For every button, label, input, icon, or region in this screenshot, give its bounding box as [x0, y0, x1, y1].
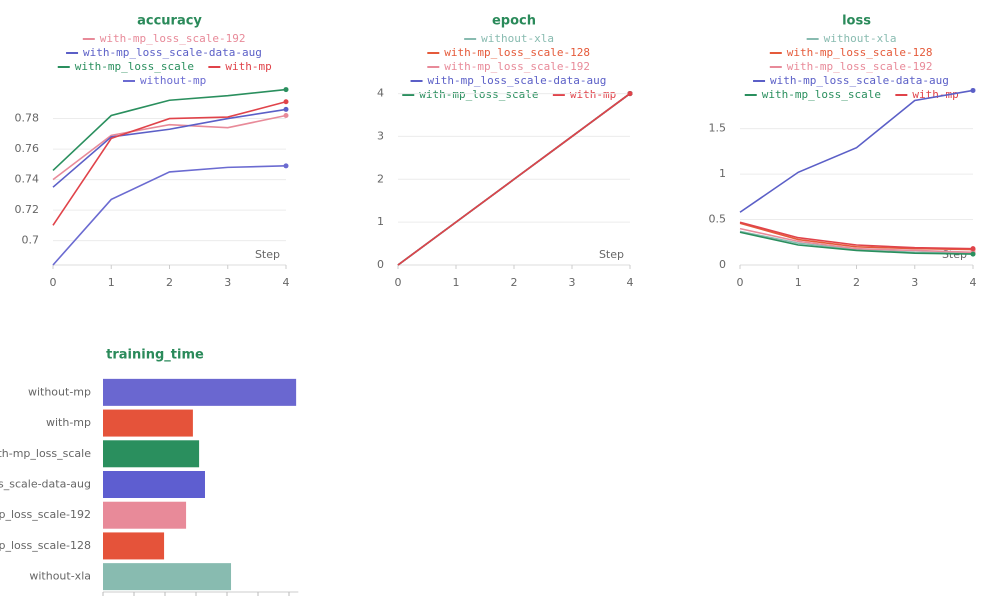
x-tick-label: 2 [511, 276, 518, 289]
y-tick-label: with-mp_loss_scale-128 [0, 539, 91, 552]
legend-label: with-mp_loss_scale-128 [444, 46, 590, 59]
x-tick-label: 1 [108, 276, 115, 289]
legend-label: without-mp [140, 74, 206, 87]
y-tick-label: 0.78 [15, 112, 40, 125]
y-tick-label: 0 [377, 258, 384, 271]
legend-label: with-mp_loss_scale-192 [444, 60, 590, 73]
y-tick-label: 0 [719, 258, 726, 271]
y-tick-label: with-mp_loss_scale-data-aug [0, 478, 91, 491]
bar [103, 471, 205, 498]
series-line [739, 227, 974, 254]
legend-label: with-mp_loss_scale-data-aug [428, 74, 607, 87]
x-tick-label: 4 [970, 276, 977, 289]
x-tick-label: 0 [50, 276, 57, 289]
legend-label: with-mp [570, 88, 616, 101]
legend-label: with-mp_loss_scale-data-aug [83, 46, 262, 59]
y-tick-label: without-xla [29, 570, 91, 583]
series-line [739, 222, 974, 251]
bar [103, 378, 297, 406]
x-tick-label: 4 [283, 276, 290, 289]
end-point [283, 106, 289, 112]
bar [103, 532, 165, 560]
legend-label: with-mp [912, 88, 958, 101]
x-tick-label: 2 [853, 276, 860, 289]
chart-title: training_time [106, 348, 204, 363]
bar [103, 501, 187, 529]
legend-label: with-mp_loss_scale [75, 60, 194, 73]
x-axis-label: Step [599, 248, 624, 261]
legend-label: with-mp [225, 60, 271, 73]
y-tick-label: 1 [377, 215, 384, 228]
y-tick-label: 2 [377, 172, 384, 185]
x-tick-label: 3 [224, 276, 231, 289]
y-tick-label: 1.5 [709, 122, 727, 135]
y-tick-label: with-mp_loss_scale [0, 447, 91, 460]
chart-title: loss [842, 14, 871, 29]
y-tick-label: 4 [377, 87, 384, 100]
x-tick-label: 4 [627, 276, 634, 289]
x-tick-label: 2 [166, 276, 173, 289]
y-tick-label: without-mp [28, 385, 91, 398]
legend-label: without-xla [824, 32, 897, 45]
bar [103, 440, 200, 468]
x-tick-label: 1 [453, 276, 460, 289]
legend-label: with-mp_loss_scale-data-aug [770, 74, 949, 87]
end-point [283, 87, 289, 93]
x-tick-label: 0 [737, 276, 744, 289]
legend-label: with-mp_loss_scale-192 [100, 32, 246, 45]
end-point [283, 113, 289, 119]
series-line [52, 165, 287, 266]
x-tick-label: 0 [395, 276, 402, 289]
y-tick-label: 0.7 [22, 234, 40, 247]
y-tick-label: with-mp [46, 416, 91, 429]
series-line [739, 89, 974, 213]
legend-label: with-mp_loss_scale-128 [787, 46, 933, 59]
series-line [52, 88, 287, 172]
end-point [970, 246, 976, 252]
end-point [283, 163, 289, 169]
end-point [970, 87, 976, 93]
legend-label: without-xla [481, 32, 554, 45]
y-tick-label: 1 [719, 167, 726, 180]
legend-label: with-mp_loss_scale-192 [787, 60, 933, 73]
series-line [52, 108, 287, 188]
y-tick-label: 0.5 [709, 213, 727, 226]
y-tick-label: 0.72 [15, 203, 40, 216]
bar [103, 409, 193, 437]
series-line [739, 231, 974, 255]
legend-label: with-mp_loss_scale [762, 88, 881, 101]
x-axis-label: Step [255, 248, 280, 261]
chart-title: accuracy [137, 14, 202, 29]
x-tick-label: 3 [569, 276, 576, 289]
series-line [739, 230, 974, 254]
series-line [52, 114, 287, 181]
bar [103, 563, 232, 591]
y-tick-label: with-mp_loss_scale-192 [0, 508, 91, 521]
series-line [739, 221, 974, 250]
x-tick-label: 3 [911, 276, 918, 289]
end-point [283, 99, 289, 105]
legend-label: with-mp_loss_scale [419, 88, 538, 101]
y-tick-label: 0.74 [15, 173, 40, 186]
y-tick-label: 0.76 [15, 142, 40, 155]
chart-title: epoch [492, 14, 536, 29]
x-tick-label: 1 [795, 276, 802, 289]
series-line [397, 92, 631, 266]
end-point [627, 91, 633, 97]
end-point [970, 251, 976, 257]
y-tick-label: 3 [377, 129, 384, 142]
series-line [52, 101, 287, 226]
